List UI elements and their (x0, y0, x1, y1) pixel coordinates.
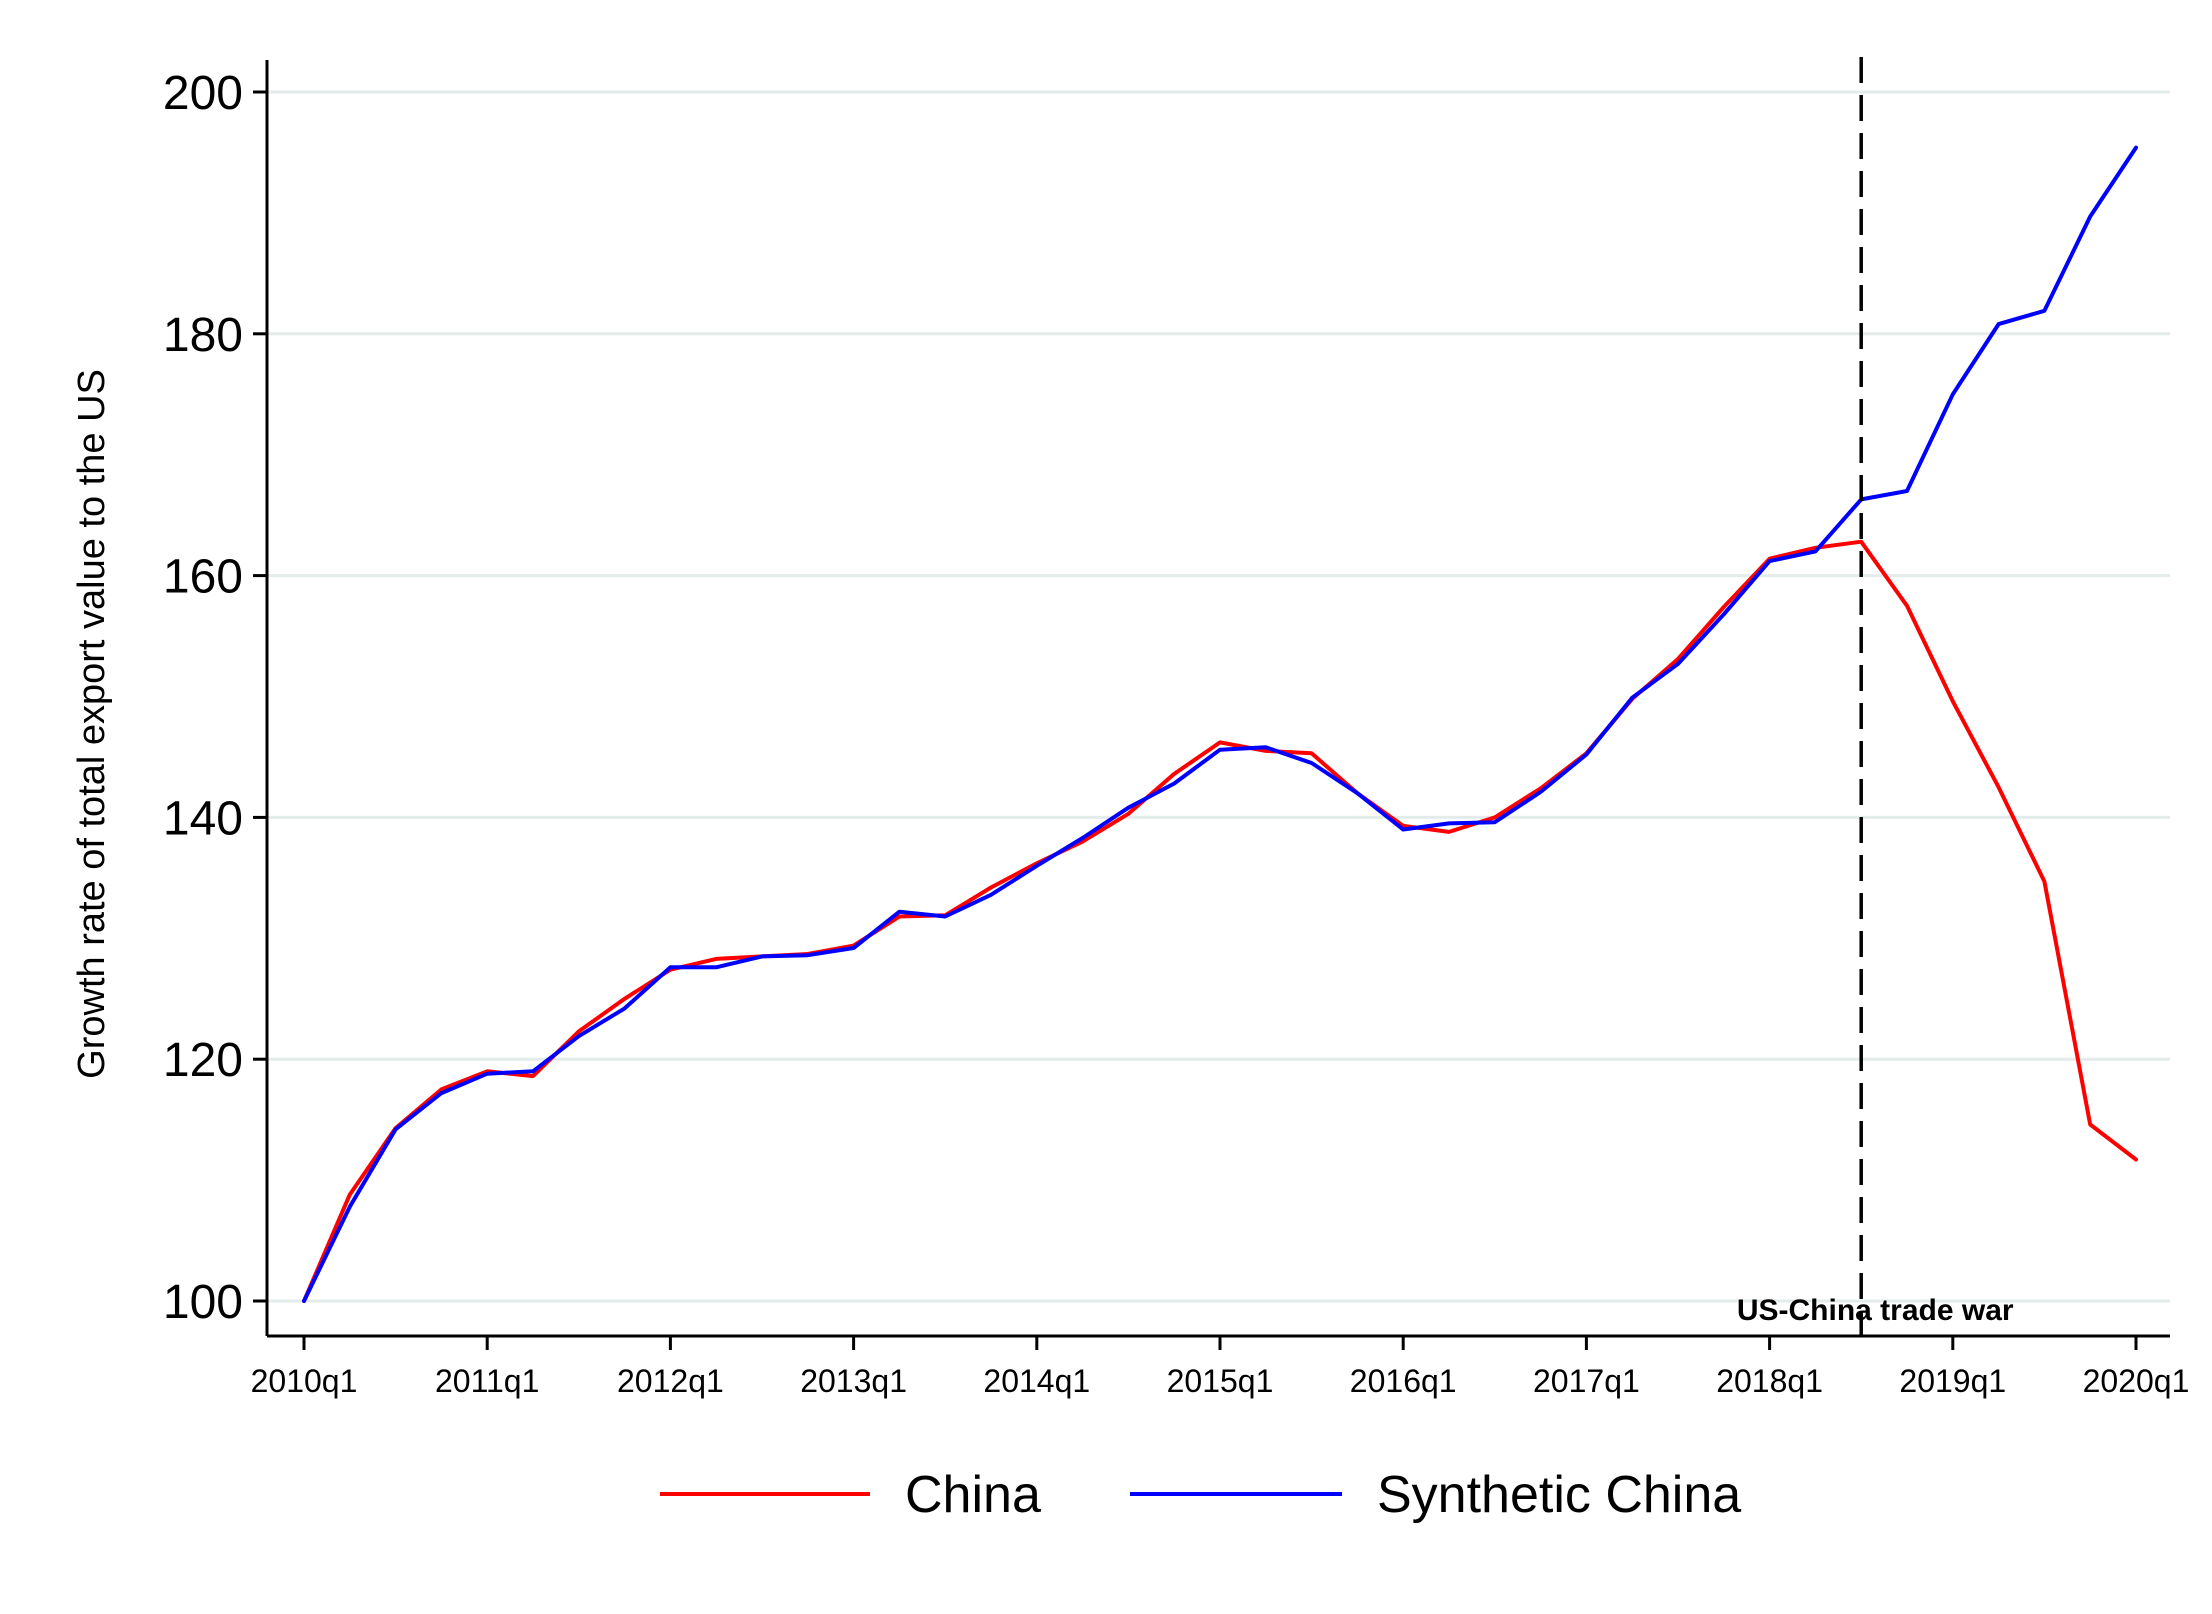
data-point (1218, 748, 1222, 752)
data-point (485, 1072, 489, 1076)
legend-label: Synthetic China (1377, 1466, 1741, 1524)
data-point (1493, 820, 1497, 824)
data-point (989, 893, 993, 897)
data-point (1126, 812, 1130, 816)
x-tick-label: 2018q1 (1716, 1363, 1823, 1399)
data-point (989, 886, 993, 890)
data-point (623, 997, 627, 1001)
data-point (1905, 604, 1909, 608)
series-line-china (302, 539, 2138, 1303)
data-point (1905, 489, 1909, 493)
legend-label: China (905, 1466, 1041, 1524)
data-point (1584, 753, 1588, 757)
x-tick-label: 2013q1 (800, 1363, 907, 1399)
x-tick-label: 2011q1 (435, 1363, 539, 1399)
data-point (531, 1069, 535, 1073)
x-tick-label: 2019q1 (1899, 1363, 2006, 1399)
data-point (1264, 745, 1268, 749)
data-point (348, 1205, 352, 1209)
data-point (1951, 392, 1955, 396)
x-tick-label: 2010q1 (251, 1363, 358, 1399)
data-point (1493, 815, 1497, 819)
data-point (943, 915, 947, 919)
x-tick-label: 2017q1 (1533, 1363, 1640, 1399)
data-point (1997, 322, 2001, 326)
data-point (806, 953, 810, 957)
data-point (2042, 880, 2046, 884)
data-point (2042, 309, 2046, 313)
data-point (1951, 699, 1955, 703)
data-point (1630, 696, 1634, 700)
x-tick-label: 2015q1 (1167, 1363, 1274, 1399)
data-point (1997, 785, 2001, 789)
data-point (1447, 821, 1451, 825)
series-line-synthetic-china (302, 145, 2138, 1303)
y-axis-title: Growth rate of total export value to the… (71, 369, 113, 1079)
data-point (302, 1299, 306, 1303)
data-point (1722, 605, 1726, 609)
y-tick-label: 160 (163, 551, 243, 604)
y-tick-label: 140 (163, 792, 243, 845)
data-point (2088, 215, 2092, 219)
data-point (2088, 1123, 2092, 1127)
x-tick-label: 2016q1 (1350, 1363, 1457, 1399)
annotations: US-China trade war (1737, 57, 2014, 1336)
data-point (1813, 549, 1817, 553)
data-point (439, 1091, 443, 1095)
data-point (760, 954, 764, 958)
gridlines (267, 90, 2170, 1303)
data-point (531, 1074, 535, 1078)
data-point (1310, 761, 1314, 765)
data-point (394, 1127, 398, 1131)
data-point (1355, 791, 1359, 795)
data-point (348, 1193, 352, 1197)
data-point (1218, 740, 1222, 744)
data-point (1722, 612, 1726, 616)
data-point (1676, 662, 1680, 666)
data-point (1081, 836, 1085, 840)
data-point (668, 965, 672, 969)
data-point (1859, 540, 1863, 544)
data-point (2134, 146, 2138, 150)
x-tick-label: 2020q1 (2083, 1363, 2190, 1399)
data-point (852, 946, 856, 950)
y-tick-label: 100 (163, 1276, 243, 1329)
y-tick-label: 120 (163, 1034, 243, 1087)
data-point (1172, 772, 1176, 776)
legend: China Synthetic China (660, 1466, 1741, 1524)
data-point (1310, 751, 1314, 755)
data-point (714, 957, 718, 961)
data-point (1447, 830, 1451, 834)
data-point (1539, 790, 1543, 794)
data-point (1401, 828, 1405, 832)
x-tick-label: 2014q1 (983, 1363, 1090, 1399)
data-point (2134, 1158, 2138, 1162)
data-point (577, 1034, 581, 1038)
y-tick-label: 180 (163, 309, 243, 362)
data-point (1172, 782, 1176, 786)
data-point (897, 910, 901, 914)
series-lines (302, 145, 2138, 1303)
axes: 100 120 140 160 180 200 2010q1 2011q1 2012q1 2013… (71, 60, 2189, 1399)
data-point (1126, 806, 1130, 810)
x-tick-label: 2012q1 (617, 1363, 724, 1399)
y-tick-label: 200 (163, 67, 243, 120)
data-point (714, 965, 718, 969)
trade-war-label: US-China trade war (1737, 1294, 2014, 1327)
data-point (1035, 864, 1039, 868)
data-point (1768, 559, 1772, 563)
data-point (577, 1029, 581, 1033)
data-point (623, 1006, 627, 1010)
